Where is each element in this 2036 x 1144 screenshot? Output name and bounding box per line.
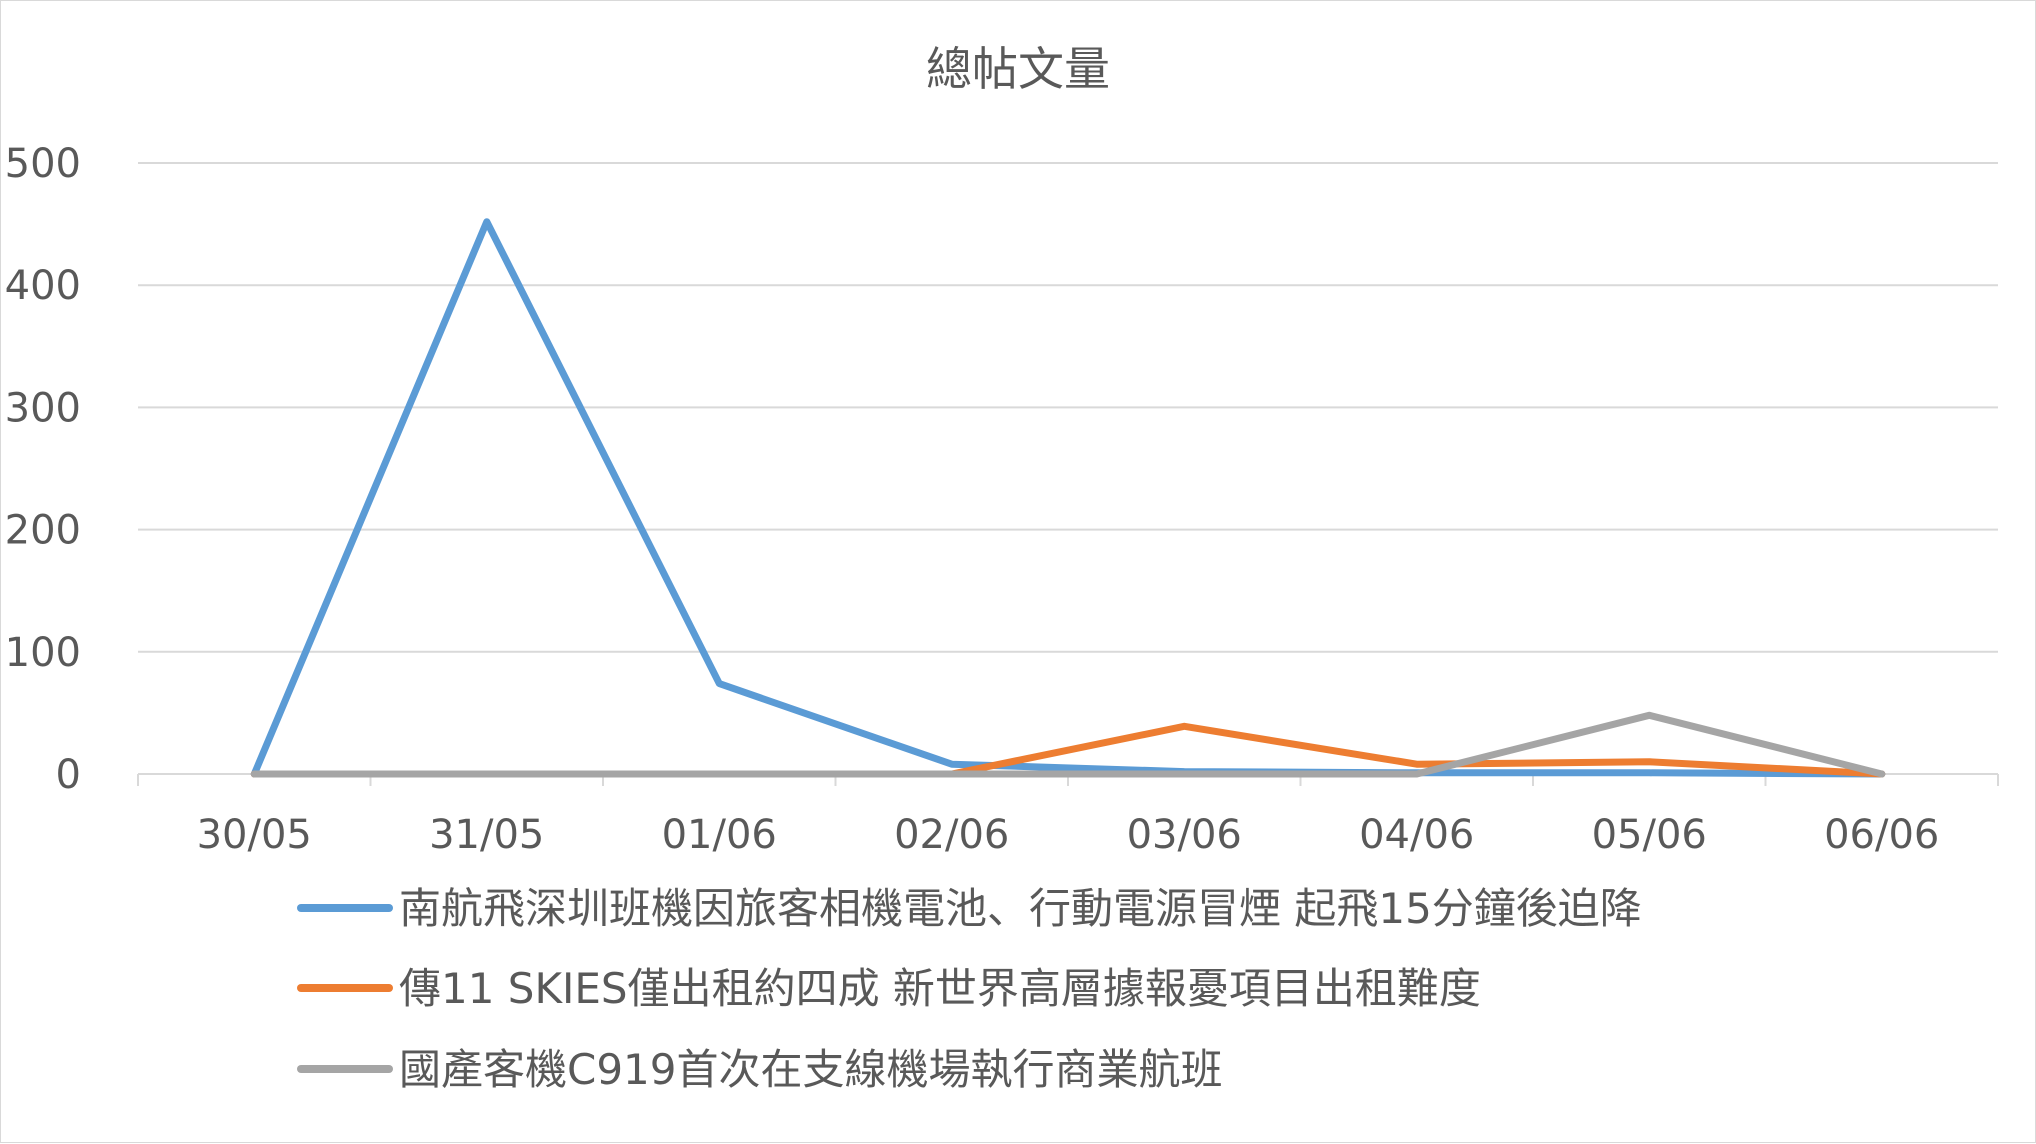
x-tick-label: 02/06 [894,812,1009,858]
series-lines [250,218,1886,778]
chart-title: 總帖文量 [926,42,1110,96]
y-tick-label: 400 [5,263,81,309]
x-tick-label: 05/06 [1592,812,1707,858]
x-tick-label: 04/06 [1359,812,1474,858]
y-tick-label: 0 [56,752,81,798]
x-tick-label: 03/06 [1127,812,1242,858]
x-tick-label: 01/06 [662,812,777,858]
series-line-3 [250,711,1886,778]
legend-label: 傳11 SKIES僅出租約四成 新世界高層據報憂項目出租難度 [399,964,1481,1013]
y-tick-label: 500 [5,141,81,187]
x-axis-ticks: 30/05 31/05 01/06 02/06 03/06 04/06 05/06 06/06 [197,812,1940,858]
legend-label: 國產客機C919首次在支線機場執行商業航班 [399,1045,1223,1094]
y-tick-label: 300 [5,385,81,431]
y-tick-label: 200 [5,508,81,554]
y-axis-ticks: 0 100 200 300 400 500 [5,141,81,798]
legend-label: 南航飛深圳班機因旅客相機電池、行動電源冒煙 起飛15分鐘後迫降 [399,884,1642,933]
x-tick-label: 06/06 [1824,812,1939,858]
x-tick-label: 31/05 [429,812,544,858]
series-line-1 [250,218,1886,778]
y-tick-label: 100 [5,630,81,676]
gridlines [138,162,1998,653]
x-tick-label: 30/05 [197,812,312,858]
